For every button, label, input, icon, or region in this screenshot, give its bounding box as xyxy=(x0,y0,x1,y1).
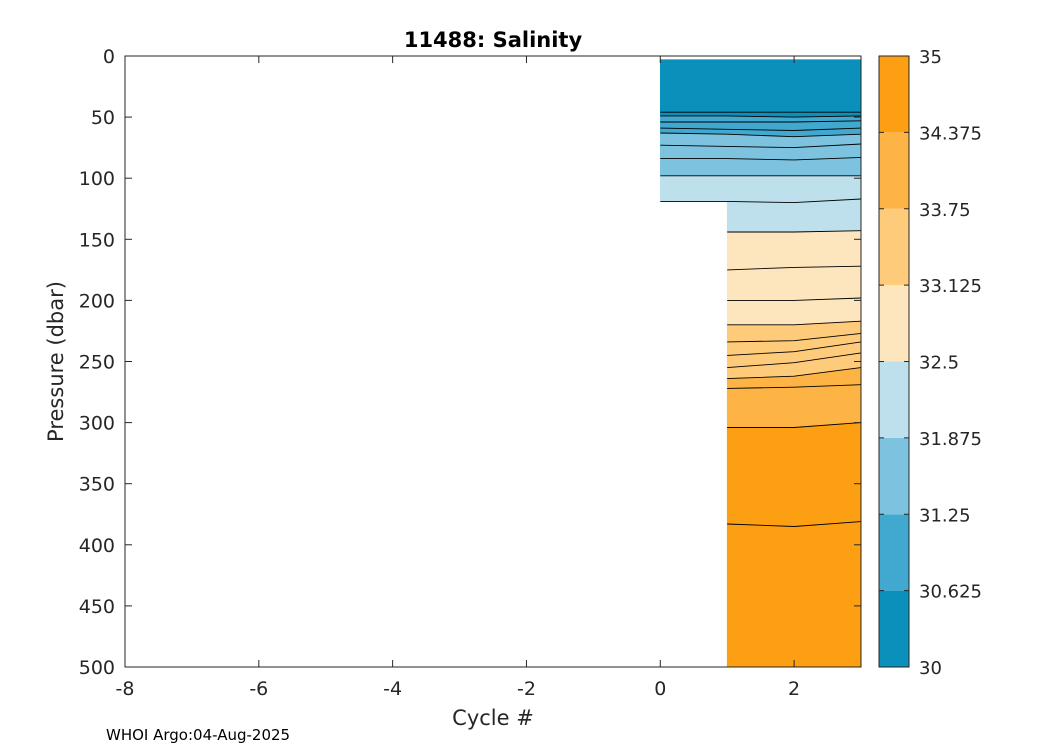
colorbar-tick-label: 31.25 xyxy=(919,505,971,526)
colorbar-tick-label: 35 xyxy=(919,47,942,68)
contour-line xyxy=(727,230,861,233)
y-tick-label: 150 xyxy=(79,229,115,251)
colorbar-segment xyxy=(879,437,909,515)
data-area xyxy=(660,59,861,667)
colorbar-tick-label: 30 xyxy=(919,658,942,679)
chart-title: 11488: Salinity xyxy=(404,28,583,52)
y-tick-label: 350 xyxy=(79,474,115,496)
x-tick-label: 2 xyxy=(788,678,800,700)
y-tick-label: 250 xyxy=(79,352,115,374)
salinity-band-19 xyxy=(726,422,861,527)
colorbar-tick-label: 31.875 xyxy=(919,429,982,450)
salinity-band-7 xyxy=(660,157,861,177)
contour-line xyxy=(727,422,861,428)
y-tick-label: 0 xyxy=(103,46,115,68)
contour-line xyxy=(660,132,861,138)
salinity-band-12 xyxy=(726,297,861,326)
contour-line xyxy=(727,297,861,301)
contour-line xyxy=(727,384,861,389)
salinity-band-10 xyxy=(726,230,861,271)
y-tick-label: 50 xyxy=(91,107,115,129)
y-axis-label: Pressure (dbar) xyxy=(44,281,68,442)
salinity-band-0 xyxy=(660,59,861,113)
x-tick-label: 0 xyxy=(654,678,666,700)
x-tick-label: -8 xyxy=(116,678,135,700)
contour-line xyxy=(727,265,861,271)
colorbar-segment xyxy=(879,361,909,438)
y-tick-label: 450 xyxy=(79,596,115,618)
colorbar-segment xyxy=(879,514,909,591)
x-tick-label: -2 xyxy=(517,678,536,700)
contour-line xyxy=(660,143,861,149)
contour-line xyxy=(660,156,861,161)
y-tick-label: 300 xyxy=(79,413,115,435)
colorbar-segment xyxy=(879,56,909,133)
contour-line xyxy=(727,367,861,380)
salinity-band-18 xyxy=(726,384,861,428)
colorbar-tick-label: 30.625 xyxy=(919,582,982,603)
colorbar-tick-label: 33.75 xyxy=(919,200,971,221)
y-tick-label: 100 xyxy=(79,168,115,190)
salinity-band-8 xyxy=(660,175,861,203)
contour-line xyxy=(727,341,861,356)
colorbar-tick-label: 34.375 xyxy=(919,123,982,144)
salinity-band-9 xyxy=(726,198,861,233)
contour-line xyxy=(660,198,861,204)
y-tick-label: 500 xyxy=(79,657,115,679)
colorbar-tick-label: 32.5 xyxy=(919,353,959,374)
y-tick-label: 400 xyxy=(79,535,115,557)
footer-credit: WHOI Argo:04-Aug-2025 xyxy=(106,726,291,744)
salinity-band-20 xyxy=(726,521,861,667)
contour-line xyxy=(660,127,861,131)
salinity-band-11 xyxy=(726,265,861,301)
x-tick-label: -4 xyxy=(383,678,402,700)
colorbar-segment xyxy=(879,590,909,667)
x-axis-label: Cycle # xyxy=(452,706,534,730)
colorbar-segment xyxy=(879,208,909,286)
contour-line xyxy=(660,120,861,123)
colorbar-segment xyxy=(879,132,909,209)
colorbar-tick-label: 33.125 xyxy=(919,276,982,297)
y-tick-label: 200 xyxy=(79,290,115,312)
contour-line xyxy=(727,320,861,326)
colorbar-segment xyxy=(879,285,909,362)
contour-line xyxy=(660,115,861,118)
contour-line xyxy=(727,332,861,343)
x-tick-label: -6 xyxy=(249,678,268,700)
contour-line xyxy=(727,521,861,527)
contour-line xyxy=(727,352,861,369)
